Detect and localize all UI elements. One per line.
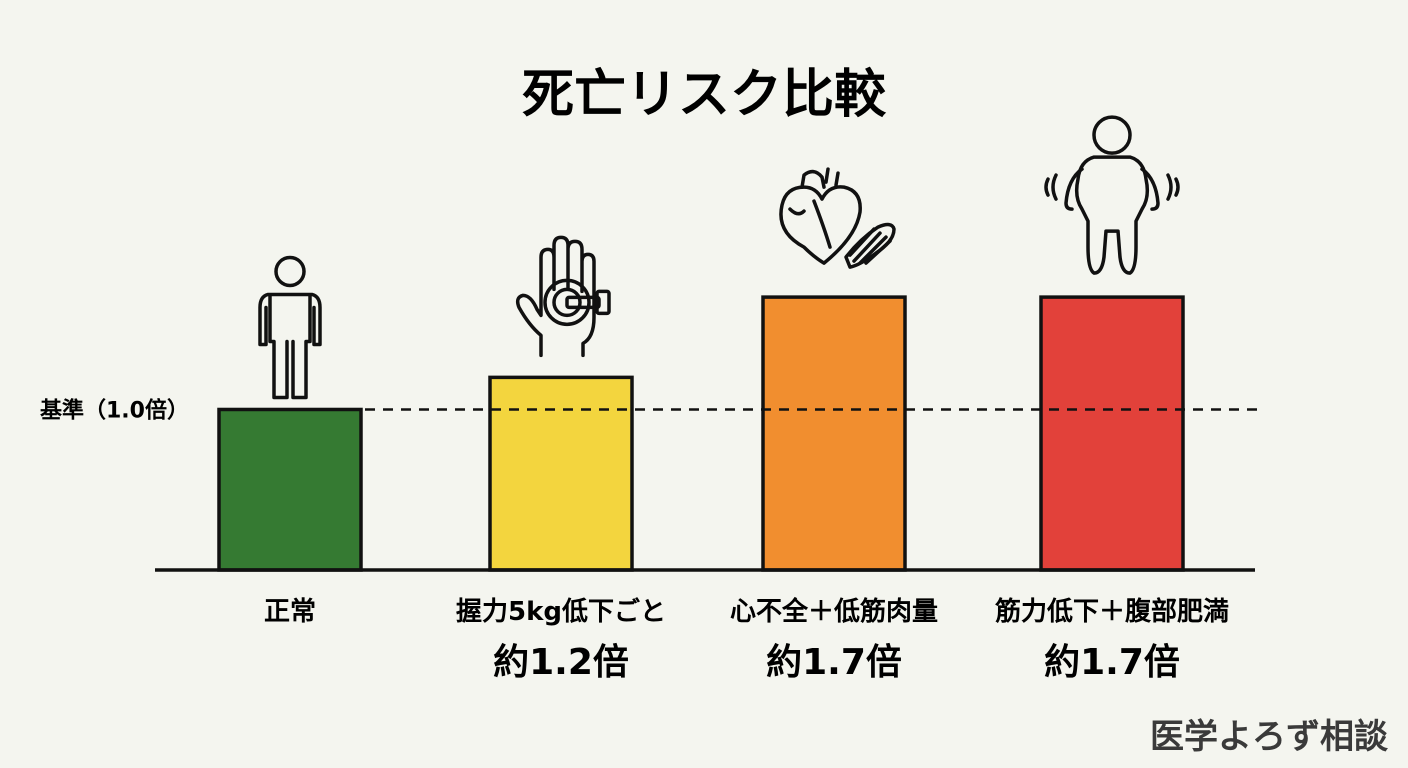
value-label-3: 約1.7倍 (1044, 642, 1180, 683)
category-label-0: 正常 (264, 597, 316, 627)
chart-title: 死亡リスク比較 (522, 65, 887, 125)
heart-muscle-icon (779, 167, 896, 269)
baseline-label: 基準（1.0倍） (40, 397, 189, 423)
category-label-1: 握力5kg低下ごと (456, 596, 666, 627)
person-icon (258, 255, 322, 400)
hand-grip-icon (515, 235, 611, 358)
watermark: 医学よろず相談 (1150, 717, 1389, 757)
value-label-2: 約1.7倍 (766, 642, 902, 683)
category-label-3: 筋力低下＋腹部肥満 (995, 596, 1229, 627)
bar-3 (1039, 295, 1185, 572)
bar-2 (761, 295, 907, 572)
bar-1 (488, 375, 634, 572)
bar-0 (217, 407, 363, 572)
value-label-1: 約1.2倍 (493, 642, 629, 683)
bars-layer (217, 295, 1185, 572)
category-label-2: 心不全＋低筋肉量 (730, 596, 938, 627)
obese-person-icon (1044, 115, 1180, 275)
